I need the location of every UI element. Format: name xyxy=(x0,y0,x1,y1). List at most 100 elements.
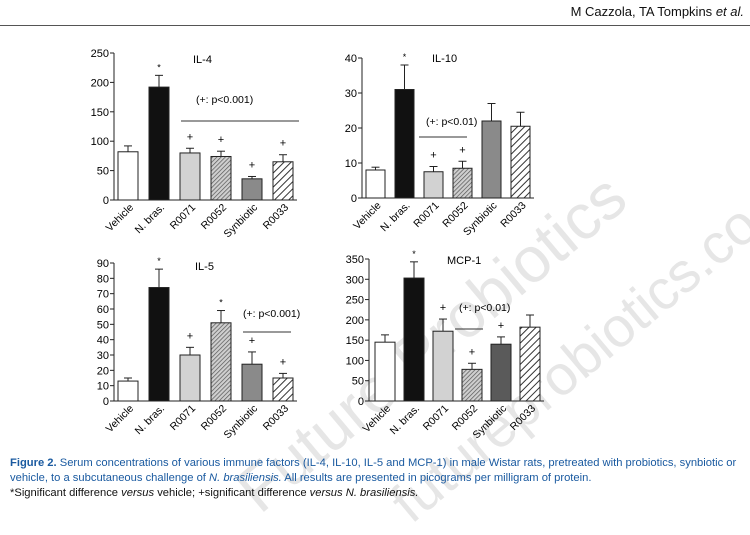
caption-note-species: N. brasiliensis. xyxy=(345,487,419,499)
y-tick-label: 40 xyxy=(97,335,109,347)
category-label: R0071 xyxy=(421,403,451,433)
category-label: R0033 xyxy=(498,200,528,230)
y-tick-label: 90 xyxy=(97,258,109,270)
y-tick-label: 200 xyxy=(346,315,364,327)
header-etal: et al. xyxy=(715,4,744,19)
bar-r0071 xyxy=(423,171,444,199)
bar-n-bras- xyxy=(148,287,170,402)
bar-r0033 xyxy=(510,125,531,199)
category-label: R0033 xyxy=(508,403,538,433)
y-tick-label: 150 xyxy=(346,335,364,347)
bar-vehicle xyxy=(117,151,139,201)
p-value-annotation: (+: p<0.01) xyxy=(459,302,510,314)
category-label: N. bras. xyxy=(133,202,167,236)
bar-r0071 xyxy=(179,152,201,201)
bar-n-bras- xyxy=(148,86,170,201)
y-tick-label: 70 xyxy=(97,289,109,301)
y-tick-label: 40 xyxy=(345,53,357,65)
significance-mark: + xyxy=(280,356,286,368)
caption-note-b: vehicle; +significant difference xyxy=(157,487,307,499)
bar-synbiotic xyxy=(241,363,263,402)
p-value-annotation: (+: p<0.001) xyxy=(243,308,300,320)
caption-note-a: *Significant difference xyxy=(10,487,119,499)
significance-mark: * xyxy=(157,256,161,266)
category-label: R0033 xyxy=(261,202,291,232)
y-tick-label: 0 xyxy=(103,195,109,207)
y-tick-label: 0 xyxy=(103,396,109,408)
bar-r0052 xyxy=(452,167,473,199)
y-tick-label: 30 xyxy=(345,88,357,100)
y-tick-label: 250 xyxy=(346,295,364,307)
y-tick-label: 300 xyxy=(346,274,364,286)
caption-species: N. brasiliensis. xyxy=(209,472,282,484)
figure-label: Figure 2. xyxy=(10,457,57,469)
significance-mark: * xyxy=(403,52,407,62)
significance-mark: + xyxy=(249,159,255,171)
caption-note-versus-1: versus xyxy=(121,487,155,499)
bar-n-bras- xyxy=(394,89,415,199)
y-tick-label: 350 xyxy=(346,254,364,266)
significance-mark: + xyxy=(469,346,475,358)
significance-mark: * xyxy=(412,249,416,259)
y-tick-label: 30 xyxy=(97,350,109,362)
significance-mark: * xyxy=(219,298,223,308)
y-tick-label: 100 xyxy=(91,136,109,148)
y-tick-label: 50 xyxy=(97,319,109,331)
significance-mark: + xyxy=(218,134,224,146)
category-label: R0071 xyxy=(168,403,198,433)
caption-text-2: All results are presented in picograms p… xyxy=(284,472,592,484)
category-label: R0071 xyxy=(168,202,198,232)
caption-note-versus-2: versus xyxy=(309,487,343,499)
category-label: Synbiotic xyxy=(222,403,261,442)
caption-text: Serum concentrations of various immune f… xyxy=(10,457,737,484)
y-tick-label: 20 xyxy=(97,365,109,377)
significance-mark: + xyxy=(187,330,193,342)
y-tick-label: 200 xyxy=(91,77,109,89)
category-label: R0071 xyxy=(411,200,441,230)
bar-synbiotic xyxy=(241,178,263,201)
y-tick-label: 50 xyxy=(352,376,364,388)
bar-synbiotic xyxy=(481,120,502,199)
bar-r0052 xyxy=(210,155,232,201)
p-value-annotation: (+: p<0.01) xyxy=(426,116,477,128)
y-tick-label: 80 xyxy=(97,273,109,285)
bar-vehicle xyxy=(365,169,386,199)
header-rule xyxy=(0,25,750,26)
y-tick-label: 10 xyxy=(345,158,357,170)
y-tick-label: 0 xyxy=(358,396,364,408)
bar-synbiotic xyxy=(490,343,512,402)
significance-mark: + xyxy=(249,335,255,347)
y-tick-label: 50 xyxy=(97,166,109,178)
p-value-annotation: (+: p<0.001) xyxy=(196,94,253,106)
significance-mark: + xyxy=(280,138,286,150)
category-label: Synbiotic xyxy=(222,202,261,241)
bar-r0052 xyxy=(210,322,232,402)
y-tick-label: 20 xyxy=(345,123,357,135)
bar-vehicle xyxy=(117,380,139,402)
y-tick-label: 60 xyxy=(97,304,109,316)
category-label: R0033 xyxy=(261,403,291,433)
y-tick-label: 100 xyxy=(346,355,364,367)
y-tick-label: 150 xyxy=(91,107,109,119)
significance-mark: + xyxy=(498,320,504,332)
y-tick-label: 0 xyxy=(351,193,357,205)
category-label: N. bras. xyxy=(133,403,167,437)
bar-r0071 xyxy=(179,354,201,402)
y-tick-label: 250 xyxy=(91,48,109,60)
bar-r0071 xyxy=(432,330,454,402)
bar-n-bras- xyxy=(403,277,425,402)
category-label: N. bras. xyxy=(378,200,412,234)
significance-mark: + xyxy=(440,302,446,314)
significance-mark: + xyxy=(187,131,193,143)
bar-r0033 xyxy=(272,161,294,201)
bar-r0052 xyxy=(461,368,483,402)
category-label: N. bras. xyxy=(388,403,422,437)
y-tick-label: 10 xyxy=(97,381,109,393)
chart-title: MCP-1 xyxy=(447,255,481,267)
significance-mark: + xyxy=(430,150,436,162)
